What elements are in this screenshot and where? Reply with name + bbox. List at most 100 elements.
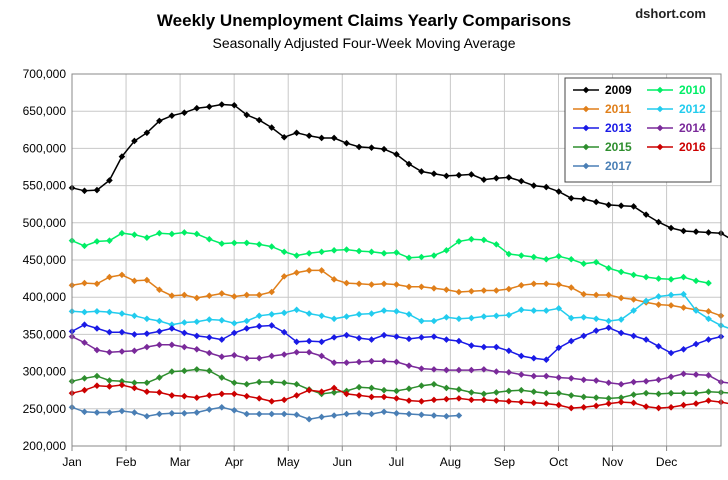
data-point [368, 393, 375, 401]
data-point [168, 292, 176, 300]
data-point [493, 368, 500, 375]
data-point [156, 286, 163, 294]
data-point [393, 333, 400, 340]
data-point [255, 291, 263, 299]
data-point [218, 336, 226, 343]
data-point [106, 377, 113, 384]
x-tick-label: Nov [602, 455, 623, 469]
data-point [430, 412, 438, 419]
data-point [218, 316, 226, 324]
data-point [380, 331, 388, 339]
data-point [617, 329, 625, 337]
data-point [617, 202, 625, 209]
data-point [368, 310, 375, 317]
legend-label-2014: 2014 [679, 121, 706, 135]
series-2011 [68, 267, 725, 320]
data-point [630, 332, 637, 340]
data-point [205, 103, 213, 111]
data-point [218, 374, 226, 381]
data-point [156, 229, 163, 237]
data-point [493, 343, 500, 351]
data-point [118, 348, 126, 355]
data-point [567, 255, 575, 263]
data-point [93, 186, 101, 194]
data-point [181, 229, 188, 236]
data-point [405, 283, 413, 291]
data-point [168, 321, 176, 329]
data-point [592, 402, 600, 410]
data-point [405, 385, 413, 393]
legend-label-2016: 2016 [679, 140, 706, 154]
data-point [443, 366, 450, 374]
y-tick-label: 250,000 [23, 402, 67, 416]
y-tick-label: 650,000 [23, 104, 67, 118]
data-point [181, 109, 188, 116]
x-tick-label: May [277, 455, 300, 469]
data-point [230, 293, 238, 300]
legend-label-2013: 2013 [605, 121, 632, 135]
data-point [305, 267, 313, 274]
data-point [393, 151, 400, 158]
data-point [705, 388, 712, 395]
data-point [505, 285, 513, 293]
data-point [555, 389, 563, 397]
data-point [468, 171, 475, 178]
data-point [592, 327, 600, 334]
data-point [493, 397, 500, 404]
data-point [255, 354, 263, 362]
data-point [355, 334, 363, 342]
series-layer [68, 101, 728, 423]
data-point [280, 328, 288, 336]
data-point [368, 410, 375, 418]
data-point [168, 325, 176, 332]
data-point [181, 329, 188, 337]
data-point [93, 409, 101, 416]
data-point [430, 366, 438, 373]
series-2016 [68, 381, 728, 412]
data-point [692, 389, 700, 397]
data-point [468, 314, 475, 322]
data-point [642, 336, 650, 343]
data-point [443, 247, 450, 254]
data-point [131, 379, 138, 387]
data-point [343, 139, 350, 147]
data-point [617, 380, 625, 388]
y-tick-label: 550,000 [23, 179, 67, 193]
data-point [580, 376, 588, 384]
legend-box [564, 77, 712, 183]
data-point [430, 396, 438, 404]
data-point [680, 304, 687, 311]
data-point [293, 269, 300, 276]
data-point [280, 410, 288, 418]
data-point [368, 384, 375, 392]
y-tick-label: 600,000 [23, 141, 67, 155]
data-point [680, 273, 687, 281]
data-point [542, 307, 550, 314]
data-point [330, 359, 338, 366]
data-point [692, 307, 700, 314]
data-point [93, 382, 101, 390]
data-point [505, 387, 513, 395]
data-point [81, 386, 88, 394]
data-point [555, 344, 563, 352]
series-2009 [68, 101, 728, 239]
chart-subtitle: Seasonally Adjusted Four-Week Moving Ave… [213, 35, 516, 51]
data-point [393, 387, 400, 395]
data-point [667, 276, 675, 283]
data-point [430, 284, 438, 292]
data-point [493, 174, 500, 182]
data-point [555, 281, 563, 288]
data-point [181, 343, 188, 351]
data-point [667, 349, 675, 357]
data-point [243, 317, 251, 325]
data-point [443, 172, 450, 180]
data-point [493, 287, 500, 294]
data-point [630, 271, 637, 279]
data-point [156, 410, 163, 418]
data-point [680, 401, 687, 409]
x-tick-label: Feb [116, 455, 137, 469]
y-tick-label: 500,000 [23, 216, 67, 230]
data-point [605, 379, 612, 387]
data-point [455, 386, 463, 393]
series-2015 [68, 366, 728, 402]
